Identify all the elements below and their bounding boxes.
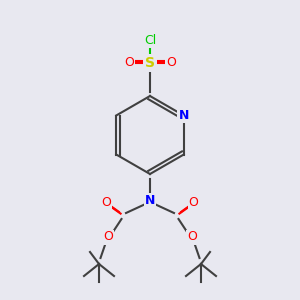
Text: S: S <box>145 56 155 70</box>
Text: N: N <box>145 194 155 208</box>
Text: O: O <box>166 56 176 70</box>
Text: O: O <box>124 56 134 70</box>
Text: O: O <box>102 196 111 209</box>
Text: O: O <box>187 230 197 244</box>
Text: O: O <box>189 196 198 209</box>
Text: O: O <box>103 230 113 244</box>
Text: Cl: Cl <box>144 34 156 47</box>
Text: N: N <box>178 109 189 122</box>
